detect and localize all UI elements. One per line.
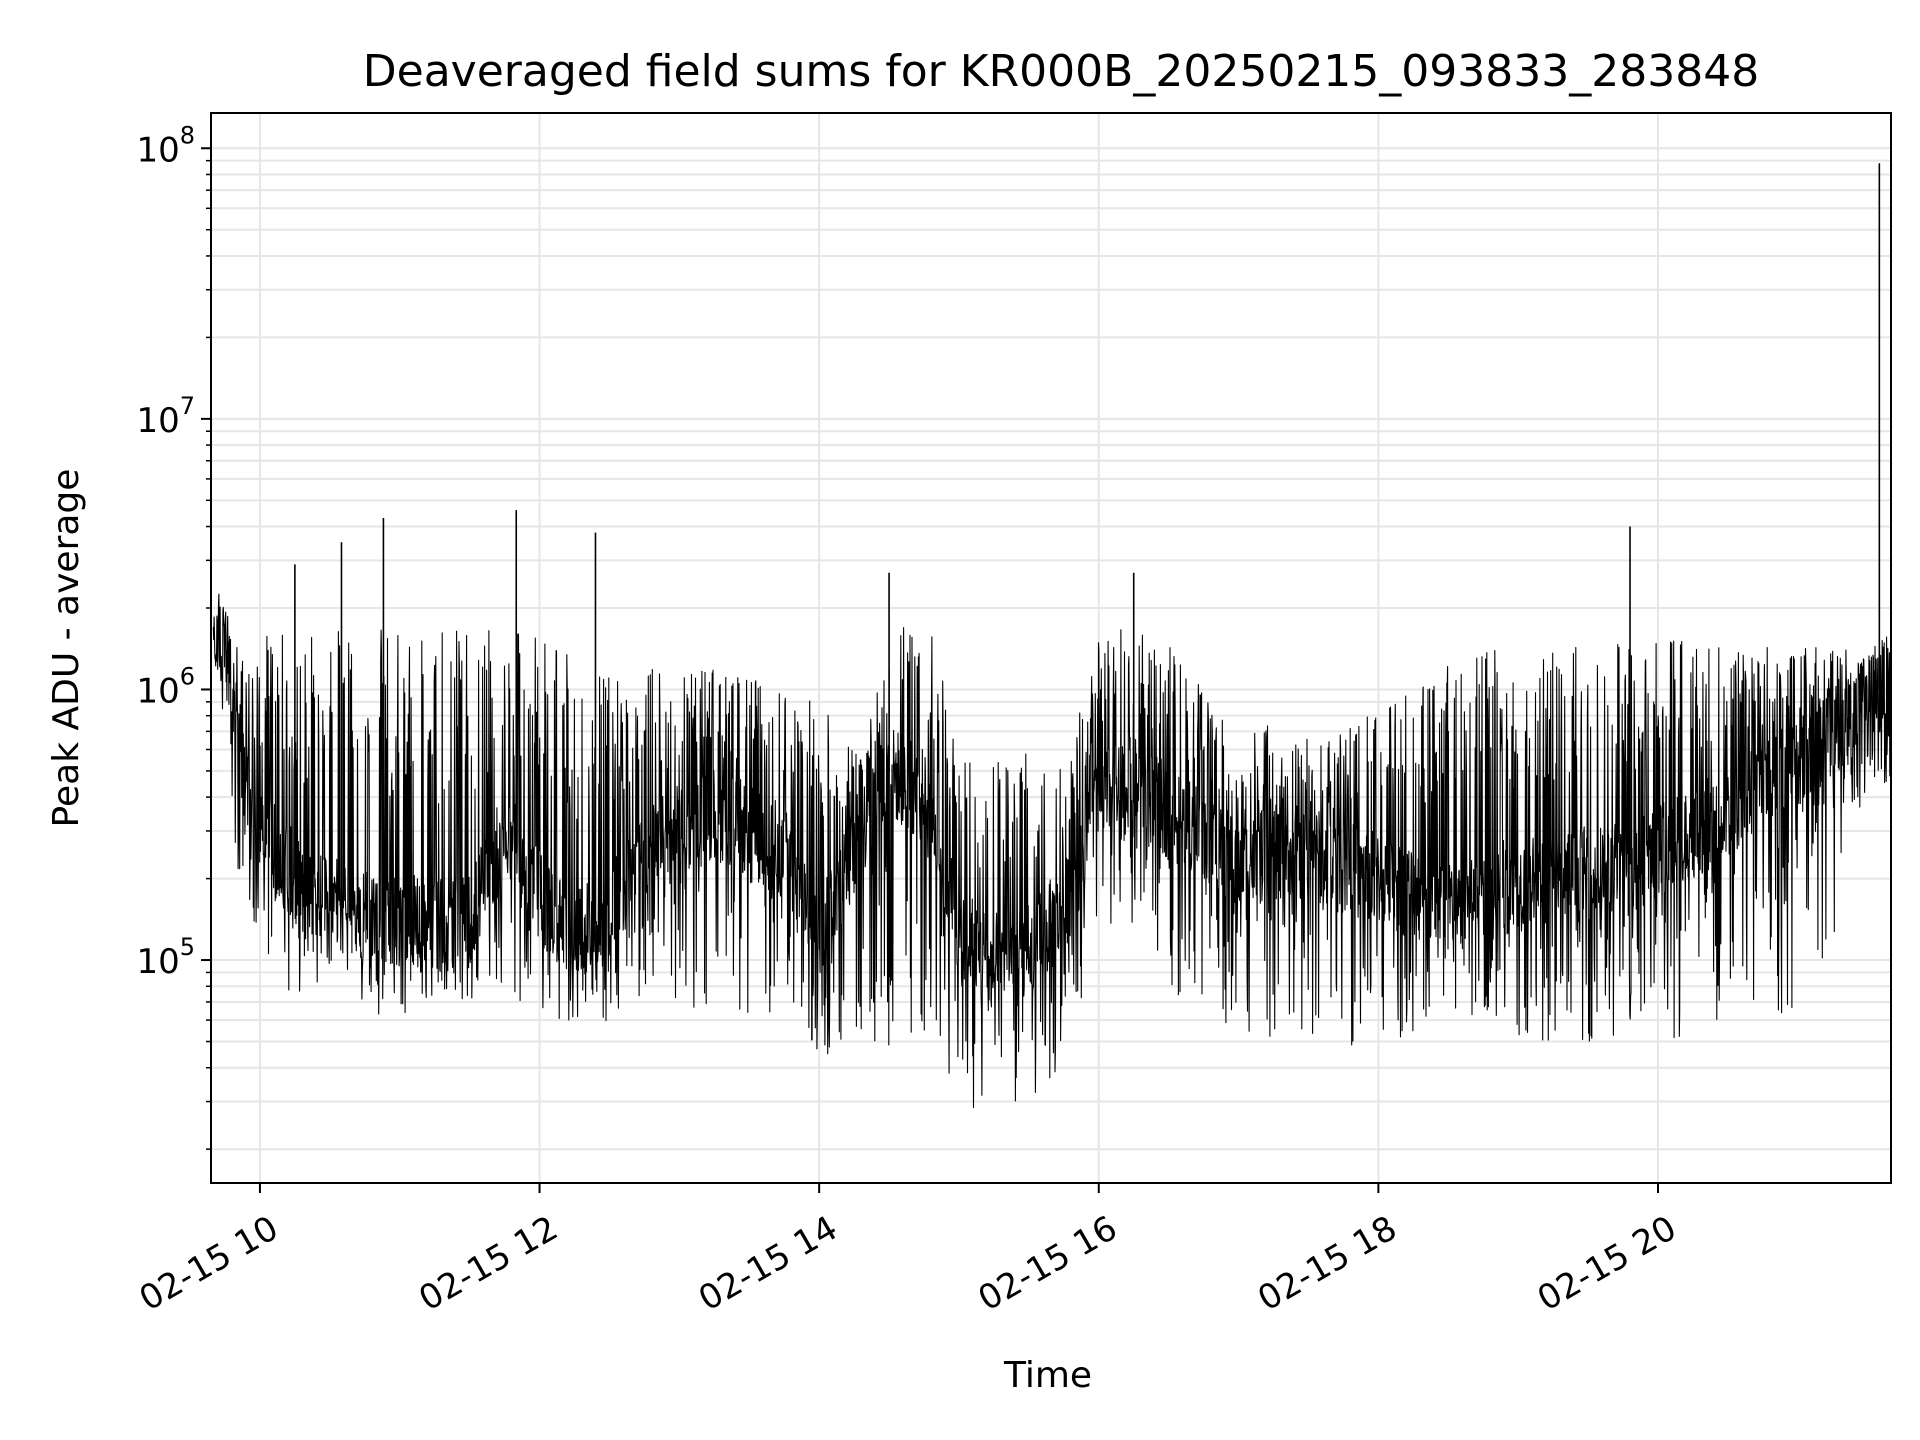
y-tick-label: 106 — [136, 662, 195, 711]
y-tick-base: 10 — [136, 671, 179, 711]
x-axis-label: Time — [1003, 1355, 1092, 1396]
plot-frame — [210, 112, 1892, 1184]
y-tick-base: 10 — [136, 401, 179, 441]
grid — [211, 113, 1891, 1183]
y-tick-exponent: 8 — [180, 121, 195, 149]
y-tick-exponent: 5 — [180, 933, 195, 961]
chart-title: Deaveraged field sums for KR000B_2025021… — [363, 46, 1759, 97]
y-tick-label: 107 — [136, 392, 195, 441]
y-tick-base: 10 — [136, 130, 179, 170]
y-axis-label: Peak ADU - average — [46, 469, 87, 828]
y-tick-exponent: 6 — [180, 662, 195, 690]
series-line — [212, 593, 1892, 1109]
y-tick-exponent: 7 — [180, 392, 195, 420]
y-tick-base: 10 — [136, 942, 179, 982]
series-peak-adu — [212, 163, 1892, 1109]
y-tick-label: 108 — [136, 121, 195, 170]
y-tick-label: 105 — [136, 933, 195, 982]
